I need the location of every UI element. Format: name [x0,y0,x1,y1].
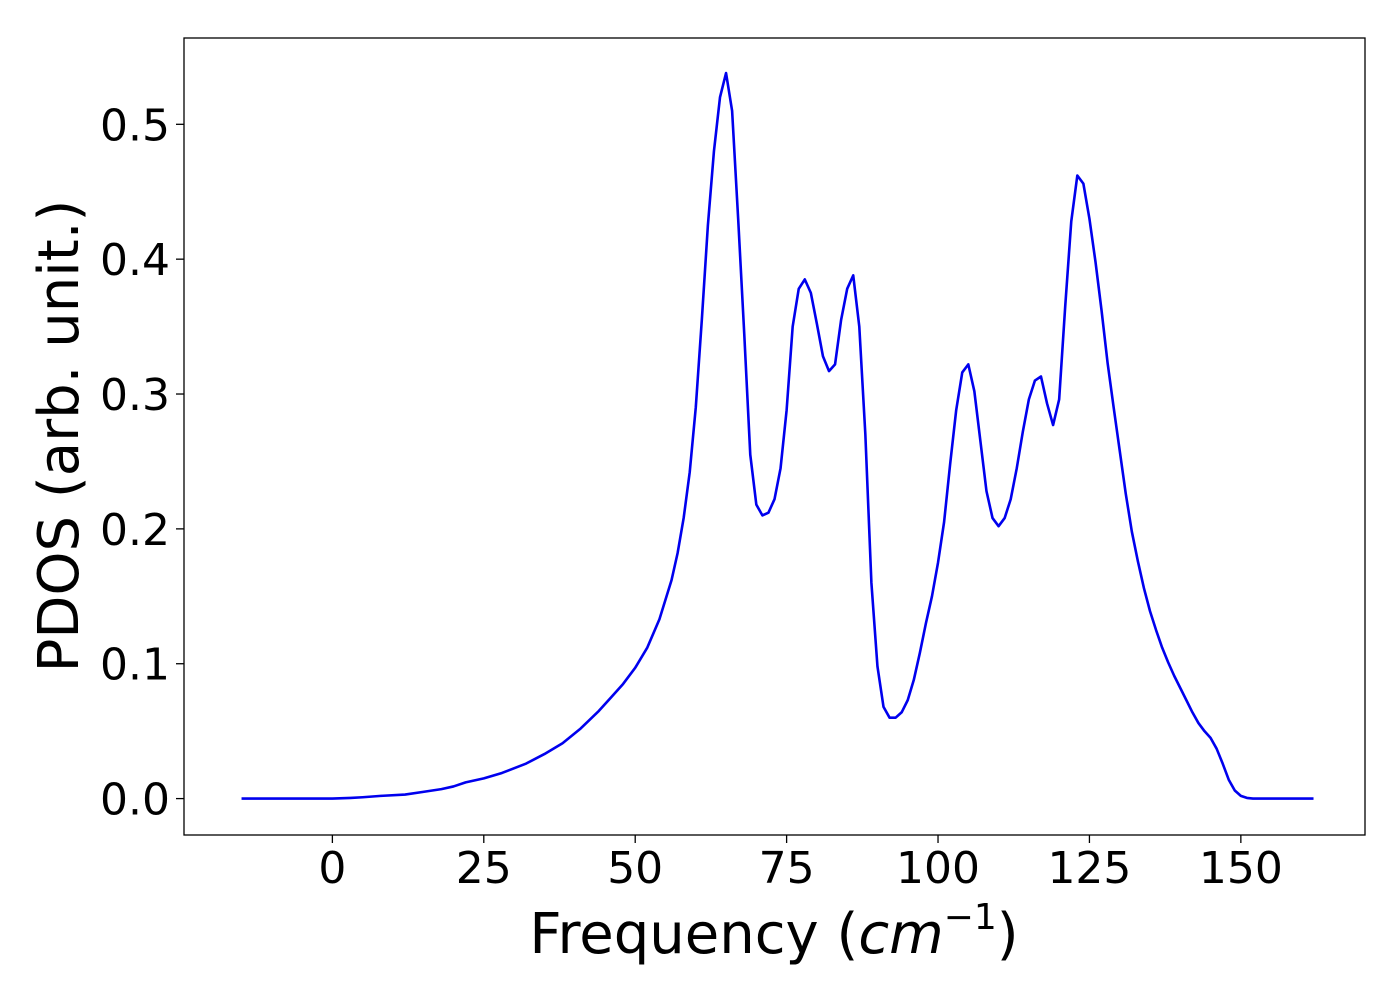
pdos-series-line-0 [241,71,1314,800]
plot-frame [183,37,1366,836]
y-tick-label: 0.1 [100,640,170,691]
x-tick-label: 100 [896,843,980,894]
x-tick-label: 0 [318,843,346,894]
y-tick-label: 0.4 [100,235,170,286]
x-axis: 0 25 50 75 100 125 150 [318,835,1283,894]
x-tick-label: 150 [1199,843,1283,894]
x-axis-label-close: ) [997,902,1019,967]
y-tick-label: 0.2 [100,505,170,556]
x-tick-label: 75 [759,843,815,894]
x-axis-label: Frequency (cm−1) [529,897,1018,967]
y-axis: 0.0 0.1 0.2 0.3 0.4 0.5 [100,100,184,826]
plot-area [241,71,1314,800]
x-axis-label-exponent: −1 [944,897,997,938]
x-tick-label: 25 [456,843,512,894]
y-axis-label: PDOS (arb. unit.) [27,200,92,673]
x-axis-label-unit: cm [858,902,943,967]
x-tick-label: 125 [1047,843,1131,894]
x-tick-label: 50 [607,843,663,894]
y-tick-label: 0.5 [100,100,170,151]
y-tick-label: 0.3 [100,370,170,421]
y-tick-label: 0.0 [100,775,170,826]
